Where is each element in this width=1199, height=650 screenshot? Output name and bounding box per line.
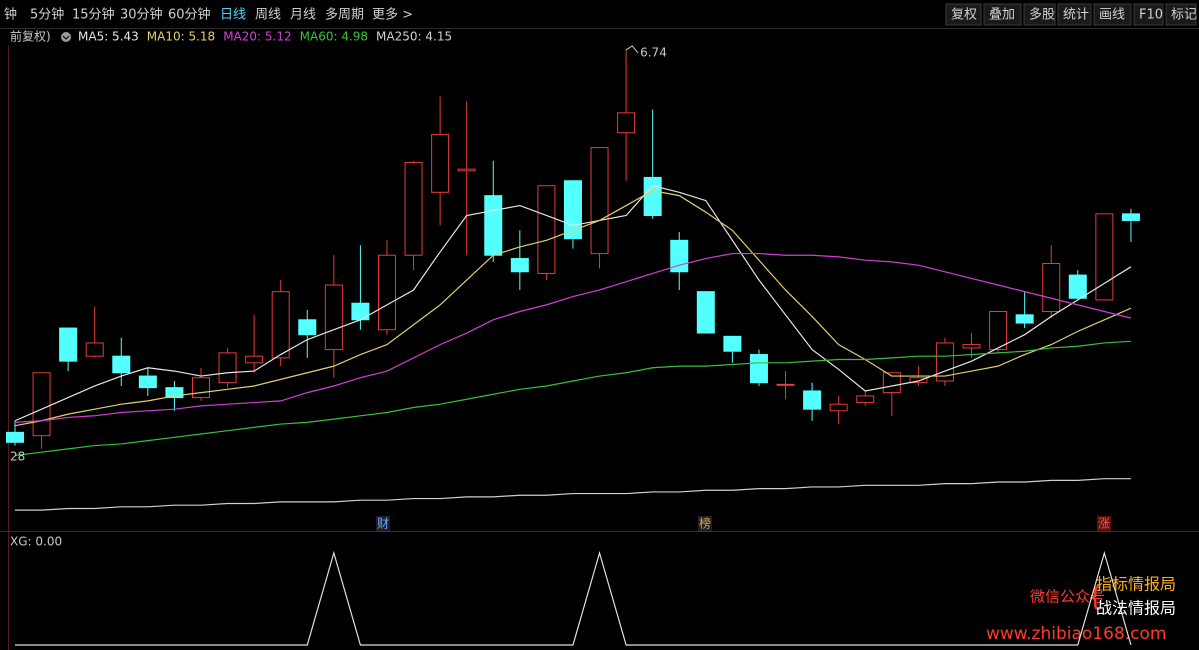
- candle-body: [1015, 314, 1034, 324]
- candle-body: [165, 387, 184, 399]
- high-label: 6.74: [640, 45, 667, 59]
- candle-body: [85, 342, 104, 357]
- tool-button-label: 复权: [951, 7, 977, 23]
- tool-button[interactable]: [1133, 3, 1164, 26]
- event-marker-bg: [1097, 516, 1111, 531]
- candle-body: [271, 291, 290, 359]
- candle-body: [245, 355, 264, 364]
- settings-icon-arrow: [62, 35, 70, 40]
- period-tab[interactable]: 多周期: [325, 7, 364, 23]
- candle-body: [218, 352, 237, 384]
- ma-line: [14, 185, 1132, 422]
- event-marker-bg: [698, 516, 712, 531]
- legend-entry: MA250: 4.15: [376, 30, 452, 44]
- period-tab[interactable]: 周线: [255, 8, 281, 23]
- period-tab[interactable]: 月线: [290, 8, 316, 23]
- candle-body: [1042, 262, 1061, 313]
- event-marker-bg: [376, 516, 390, 531]
- ma-line: [15, 478, 1131, 511]
- candle-body: [537, 185, 556, 274]
- candle-body: [696, 291, 715, 334]
- candle-body: [324, 284, 343, 351]
- legend-prefix: 前复权): [10, 29, 51, 44]
- toolbar: 钟 5分钟 15分钟 30分钟 60分钟 日线 周线 月线 多周期 更多 > 复权 叠加 多股 统计 画线 F…: [4, 3, 1197, 26]
- candle-body: [377, 254, 396, 331]
- watermark-label: 微信公众号: [1030, 588, 1105, 606]
- tool-button-label: 统计: [1063, 8, 1089, 23]
- tool-button[interactable]: [1165, 3, 1197, 26]
- candle-body: [1095, 213, 1114, 301]
- legend-entry: MA10: 5.18: [147, 30, 215, 44]
- candle-body: [989, 311, 1008, 351]
- period-tab[interactable]: 15分钟: [72, 7, 115, 23]
- ma-line: [14, 190, 1132, 427]
- watermark-brand: 战法情报局: [1096, 599, 1176, 618]
- tool-button[interactable]: [983, 3, 1022, 26]
- watermark-brace: {: [1087, 583, 1104, 613]
- period-tab[interactable]: 5分钟: [30, 7, 64, 23]
- tool-button[interactable]: [945, 3, 982, 26]
- xg-line: [15, 550, 1132, 646]
- watermark-brand: 指标情报局: [1096, 575, 1176, 594]
- ma-line: [14, 252, 1132, 424]
- period-tab[interactable]: 30分钟: [120, 7, 163, 23]
- candle-body: [431, 133, 450, 193]
- candle-body: [6, 431, 24, 443]
- event-marker[interactable]: 榜: [699, 516, 711, 531]
- tool-button-label: 画线: [1099, 8, 1125, 23]
- candle-body: [1121, 213, 1140, 221]
- legend-entry: MA60: 4.98: [300, 30, 368, 44]
- tool-button-label: 多股: [1029, 7, 1055, 23]
- tool-button-label: 标记: [1171, 8, 1197, 23]
- candle-body: [909, 377, 928, 384]
- candle-body: [298, 319, 317, 336]
- candle-body: [404, 162, 423, 256]
- legend-entry: MA5: 5.43: [78, 30, 139, 44]
- candle-body: [510, 258, 529, 273]
- legend-entry: MA20: 5.12: [223, 30, 291, 44]
- indicator-title: XG: 0.00: [10, 535, 62, 549]
- candle-body: [962, 344, 981, 349]
- candle-body: [112, 355, 131, 374]
- candle-body: [351, 302, 370, 321]
- candle-body: [484, 195, 503, 256]
- candle-body: [776, 383, 795, 386]
- candle-body: [723, 335, 742, 352]
- candle-body: [32, 372, 51, 437]
- candle-body: [803, 390, 822, 410]
- candle-body: [617, 112, 636, 134]
- event-marker[interactable]: 涨: [1098, 516, 1110, 531]
- candle-body: [191, 377, 210, 399]
- candle-body: [829, 403, 848, 412]
- settings-icon[interactable]: [61, 32, 71, 42]
- candle-body: [138, 375, 157, 389]
- period-tab[interactable]: 日线: [220, 8, 246, 23]
- tool-button-label: F10: [1139, 8, 1163, 23]
- candle-body: [935, 342, 954, 382]
- event-marker[interactable]: 财: [377, 517, 389, 531]
- candle-body: [590, 147, 609, 255]
- watermark-url: www.zhibiao168.com: [986, 624, 1166, 644]
- tool-button[interactable]: [1093, 3, 1132, 26]
- candle-body: [59, 327, 78, 362]
- tool-button[interactable]: [1057, 3, 1092, 26]
- candle-body: [457, 168, 476, 172]
- candle-body: [749, 354, 768, 384]
- ma-line: [14, 340, 1131, 457]
- tool-button-label: 叠加: [989, 8, 1015, 23]
- period-tab[interactable]: 60分钟: [168, 7, 211, 23]
- candle-body: [856, 395, 875, 404]
- candle-body: [643, 176, 662, 216]
- candle-body: [1068, 274, 1087, 299]
- tool-button[interactable]: [1023, 3, 1056, 26]
- candle-body: [882, 372, 901, 394]
- period-tab[interactable]: 钟: [4, 7, 17, 23]
- low-label: 28: [10, 450, 25, 464]
- period-tab[interactable]: 更多 >: [372, 7, 413, 23]
- high-pointer: [625, 45, 639, 54]
